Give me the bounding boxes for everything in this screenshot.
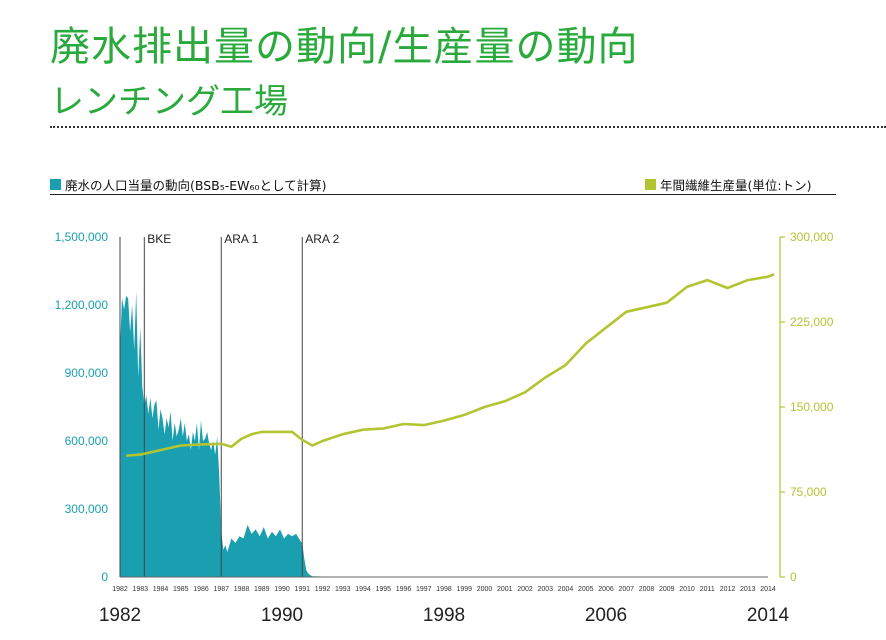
- y-left-tick-label: 1,500,000: [55, 230, 109, 244]
- x-year-tick-label: 2005: [578, 586, 594, 593]
- x-year-tick-label: 1994: [355, 586, 371, 593]
- y-right-tick-label: 300,000: [790, 230, 834, 244]
- legend-left: 廃水の人口当量の動向(BSB₅-EW₆₀として計算): [50, 175, 327, 194]
- x-year-tick-label: 2009: [659, 586, 675, 593]
- series-production-line: [125, 273, 775, 457]
- y-right-tick-label: 225,000: [790, 315, 834, 329]
- y-left-tick-label: 1,200,000: [55, 298, 109, 312]
- x-year-tick-label: 1995: [375, 586, 391, 593]
- legend-right: 年間繊維生産量(単位:トン): [645, 175, 811, 194]
- legend-swatch-wastewater: [50, 179, 61, 190]
- x-year-tick-label: 2010: [679, 586, 695, 593]
- legend-label-wastewater: 廃水の人口当量の動向(BSB₅-EW₆₀として計算): [65, 178, 327, 193]
- x-year-tick-label: 1997: [416, 586, 432, 593]
- x-year-tick-label: 2014: [760, 586, 776, 593]
- dotted-divider: [50, 126, 886, 128]
- legend-rule: [50, 194, 836, 195]
- y-left-tick-label: 300,000: [65, 502, 109, 516]
- x-year-tick-label: 1998: [436, 586, 452, 593]
- x-year-tick-label: 1989: [254, 586, 270, 593]
- x-year-tick-label: 2008: [639, 586, 655, 593]
- x-year-tick-label: 2004: [558, 586, 574, 593]
- legend-swatch-production: [645, 179, 656, 190]
- x-year-tick-label: 2013: [740, 586, 756, 593]
- x-big-year-label: 1990: [261, 605, 303, 626]
- x-year-tick-label: 1984: [153, 586, 169, 593]
- x-year-tick-label: 1987: [213, 586, 229, 593]
- y-left-tick-label: 600,000: [65, 434, 109, 448]
- x-year-tick-label: 1991: [294, 586, 310, 593]
- x-year-tick-label: 1982: [112, 586, 128, 593]
- x-year-tick-label: 1983: [132, 586, 148, 593]
- series-wastewater-area: [120, 291, 768, 577]
- marker-label-3: ARA 2: [305, 232, 339, 246]
- page-title: 廃水排出量の動向/生産量の動向: [50, 24, 639, 70]
- y-right-tick-label: 75,000: [790, 485, 827, 499]
- x-year-tick-label: 2000: [477, 586, 493, 593]
- marker-label-2: ARA 1: [224, 232, 258, 246]
- x-big-year-label: 1998: [423, 605, 465, 626]
- y-left-tick-label: 0: [101, 570, 108, 584]
- x-year-tick-label: 2006: [598, 586, 614, 593]
- x-year-tick-label: 2003: [537, 586, 553, 593]
- x-big-year-label: 2014: [747, 605, 790, 626]
- x-year-tick-label: 1990: [274, 586, 290, 593]
- x-year-tick-label: 2001: [497, 586, 513, 593]
- x-year-tick-label: 1986: [193, 586, 209, 593]
- x-big-year-label: 1982: [99, 605, 141, 626]
- x-year-tick-label: 2012: [720, 586, 736, 593]
- legend-label-production: 年間繊維生産量(単位:トン): [660, 178, 812, 193]
- marker-label-1: BKE: [147, 232, 171, 246]
- x-big-year-label: 2006: [585, 605, 627, 626]
- x-year-tick-label: 1988: [234, 586, 250, 593]
- x-year-tick-label: 2002: [517, 586, 533, 593]
- x-year-tick-label: 2007: [618, 586, 634, 593]
- y-right-tick-label: 0: [790, 570, 797, 584]
- x-year-tick-label: 1996: [396, 586, 412, 593]
- y-left-tick-label: 900,000: [65, 366, 109, 380]
- x-year-tick-label: 1985: [173, 586, 189, 593]
- x-year-tick-label: 1993: [335, 586, 351, 593]
- x-year-tick-label: 1992: [315, 586, 331, 593]
- x-year-tick-label: 2011: [700, 586, 715, 593]
- x-year-tick-label: 1999: [456, 586, 472, 593]
- page-subtitle: レンチング工場: [50, 82, 288, 122]
- y-right-tick-label: 150,000: [790, 400, 834, 414]
